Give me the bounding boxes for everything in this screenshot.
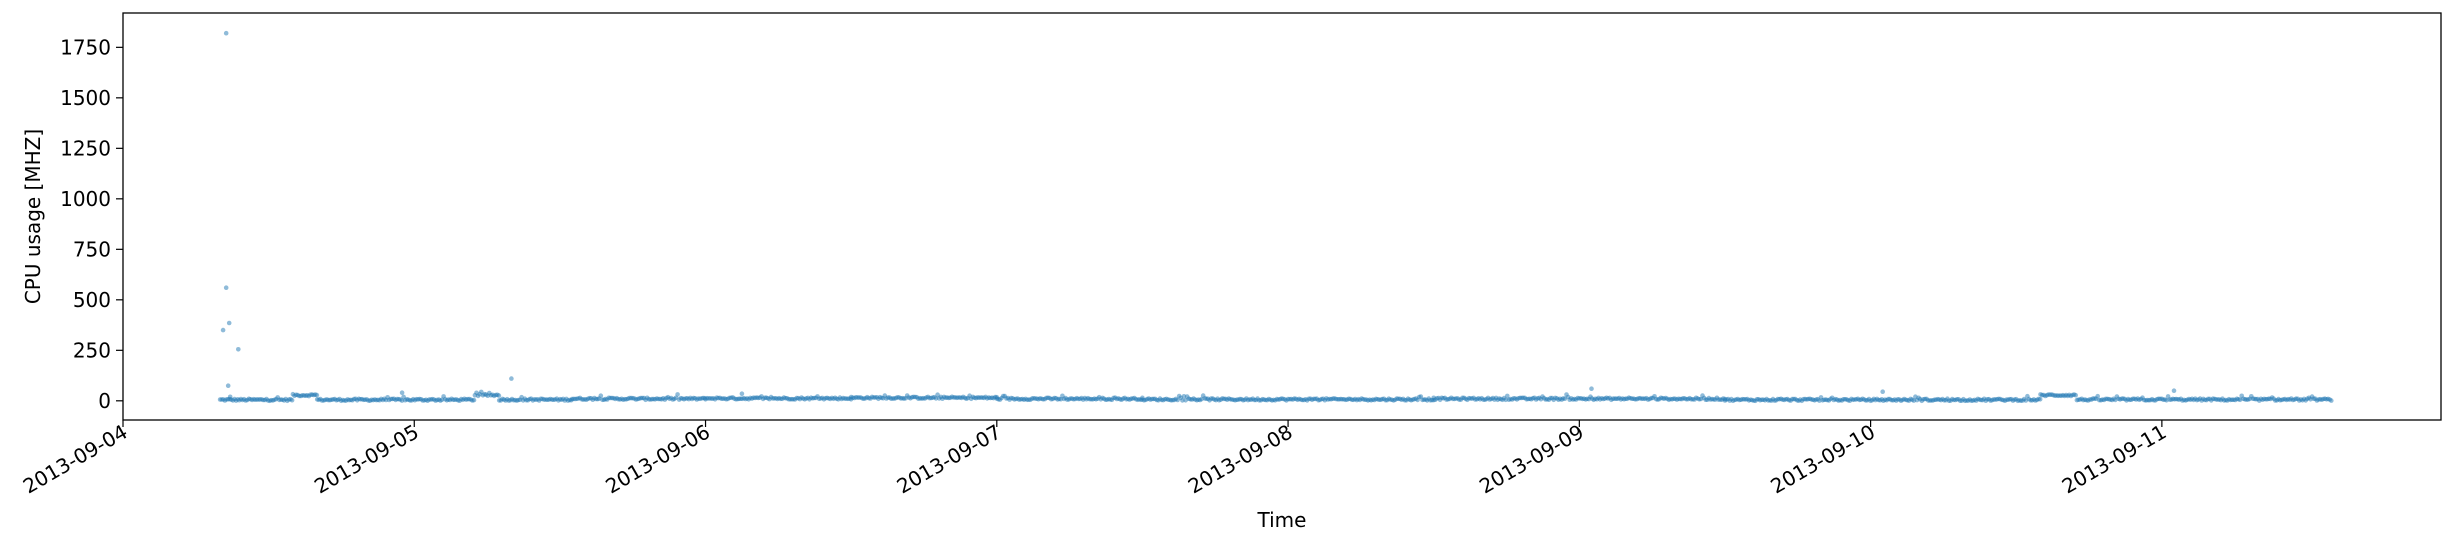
y-axis: 0 250 500 750 1000 1250 1500 1750: [60, 35, 123, 413]
data-point: [2037, 397, 2043, 402]
data-point: [314, 392, 320, 398]
data-point: [1505, 393, 1510, 399]
data-point: [1503, 397, 1508, 403]
y-tick-label: 1750: [60, 35, 111, 59]
data-point: [226, 320, 232, 326]
data-point: [509, 376, 514, 381]
x-axis-label: Time: [1257, 508, 1307, 532]
data-point: [739, 391, 745, 397]
data-point: [2095, 393, 2100, 399]
data-point: [2171, 388, 2177, 394]
data-point: [2329, 398, 2334, 403]
data-point: [496, 393, 502, 398]
x-axis: 2013-09-04 2013-09-05 2013-09-06 2013-09-07…: [19, 420, 2171, 499]
data-point: [675, 392, 680, 397]
data-point: [236, 347, 241, 352]
data-point: [223, 30, 229, 36]
x-tick-label: 2013-09-11: [2058, 420, 2171, 499]
data-point: [935, 392, 940, 398]
data-point: [225, 383, 231, 389]
x-tick-label: 2013-09-05: [310, 420, 423, 499]
data-point: [1880, 389, 1885, 395]
data-point: [227, 394, 233, 400]
data-point: [1589, 386, 1594, 392]
y-tick-label: 0: [98, 389, 111, 413]
y-tick-label: 1000: [60, 187, 111, 211]
x-tick-label: 2013-09-07: [893, 420, 1006, 499]
data-point: [933, 396, 939, 401]
data-point: [220, 327, 226, 333]
x-tick-label: 2013-09-06: [601, 420, 714, 499]
x-tick-label: 2013-09-09: [1475, 420, 1588, 499]
data-point: [1180, 398, 1185, 403]
y-tick-label: 500: [73, 288, 111, 312]
y-tick-label: 1250: [60, 136, 111, 160]
y-tick-label: 1500: [60, 86, 111, 110]
data-point: [2073, 392, 2078, 398]
data-point: [399, 390, 405, 396]
plot-frame: [122, 12, 2442, 421]
x-tick-label: 2013-09-10: [1766, 420, 1879, 499]
x-tick-label: 2013-09-08: [1184, 420, 1297, 499]
data-point: [1175, 397, 1180, 403]
x-tick-label: 2013-09-04: [19, 420, 132, 499]
y-tick-label: 750: [73, 237, 111, 261]
data-point: [289, 397, 295, 403]
y-axis-label: CPU usage [MHZ]: [21, 129, 45, 304]
data-point: [471, 397, 477, 403]
y-tick-label: 250: [73, 338, 111, 362]
scatter-points: [217, 30, 2334, 404]
data-point: [223, 285, 229, 291]
data-point: [598, 393, 604, 399]
